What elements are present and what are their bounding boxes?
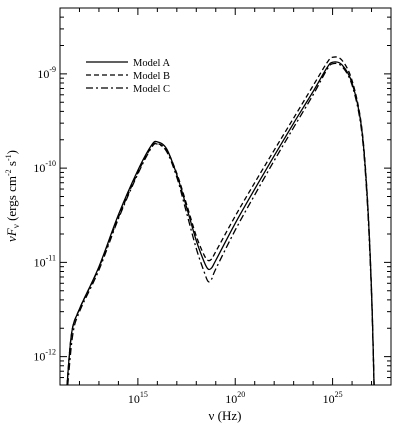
y-tick-label: 10-11 <box>34 253 56 269</box>
y-tick-base: 10 <box>37 67 49 81</box>
x-tick-exp: 20 <box>237 390 245 399</box>
x-tick-base: 10 <box>128 392 140 406</box>
y-tick-exp: -11 <box>46 253 56 262</box>
y-tick-label: 10-10 <box>33 159 56 175</box>
series-line-model-c <box>67 62 375 385</box>
series-line-model-a <box>66 61 375 385</box>
x-tick-base: 10 <box>225 392 237 406</box>
y-tick-base: 10 <box>33 161 45 175</box>
x-tick-exp: 25 <box>335 390 343 399</box>
y-axis-title-sub: ν <box>11 224 21 228</box>
series-lines <box>66 56 375 385</box>
x-tick-exp: 15 <box>140 390 148 399</box>
y-tick-label: 10-9 <box>37 65 56 81</box>
x-axis-title: ν (Hz) <box>209 408 242 423</box>
legend-label-model-b: Model B <box>133 71 170 82</box>
y-tick-exp: -9 <box>49 65 56 74</box>
y-tick-base: 10 <box>34 255 46 269</box>
y-axis-title-mid: s <box>4 161 19 169</box>
y-tick-base: 10 <box>33 350 45 364</box>
legend-label-model-c: Model C <box>133 84 170 95</box>
y-axis-title-exp2: -1 <box>4 154 13 161</box>
y-axis-title-end: ) <box>4 150 19 154</box>
axis-ticks <box>59 7 392 386</box>
y-axis-title: νFν (ergs cm-2 s-1) <box>4 150 21 242</box>
x-tick-label: 1020 <box>225 390 245 406</box>
series-line-model-b <box>66 56 375 385</box>
legend: Model A Model B Model C <box>86 58 170 95</box>
x-tick-label: 1025 <box>323 390 343 406</box>
y-tick-label: 10-12 <box>33 348 56 364</box>
y-axis-title-units: (ergs cm <box>4 176 19 224</box>
y-tick-exp: -12 <box>45 348 56 357</box>
y-axis-title-main: νF <box>4 227 19 242</box>
y-axis-title-exp1: -2 <box>4 169 13 176</box>
x-tick-label: 1015 <box>128 390 148 406</box>
x-tick-base: 10 <box>323 392 335 406</box>
y-tick-exp: -10 <box>45 159 56 168</box>
legend-label-model-a: Model A <box>133 58 170 69</box>
